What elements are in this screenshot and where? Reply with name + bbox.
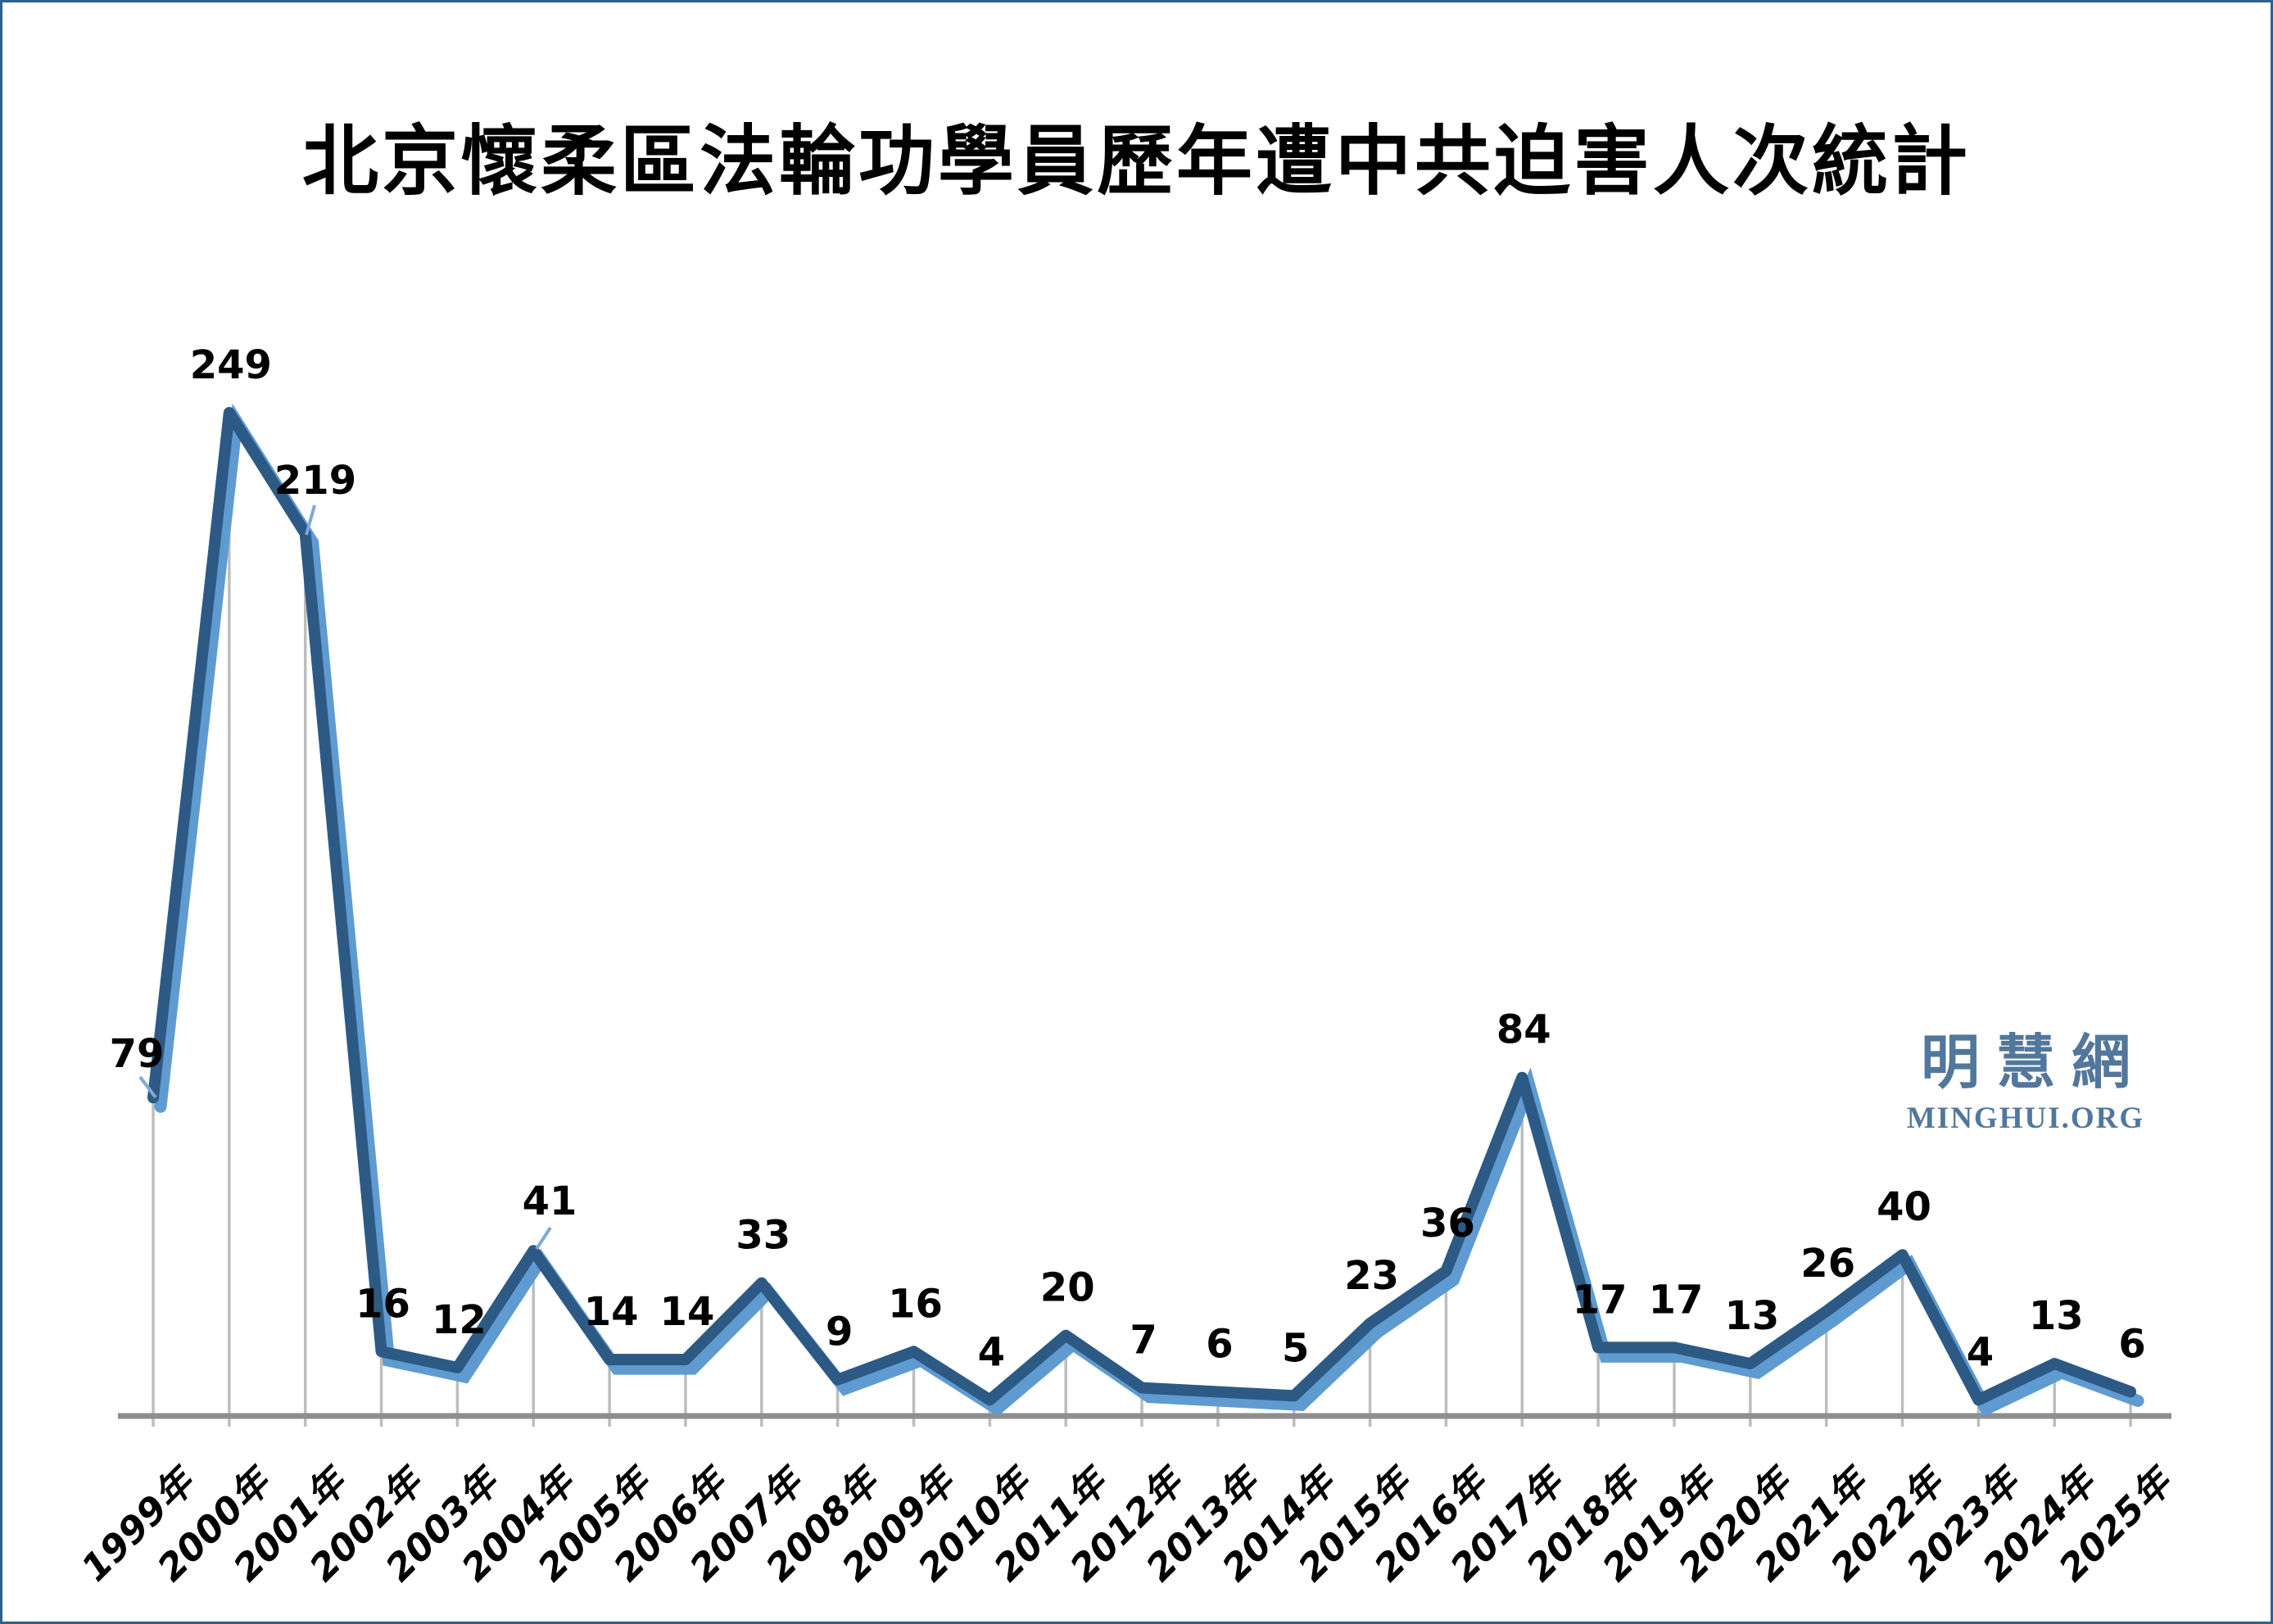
value-label: 17 [1573, 1277, 1628, 1323]
label-leader-line [138, 1075, 157, 1099]
value-label: 26 [1800, 1241, 1855, 1287]
minghui-logo-url: MINGHUI.ORG [1906, 1102, 2145, 1135]
value-label: 12 [432, 1297, 487, 1343]
series-line [147, 406, 2137, 1406]
value-label: 4 [978, 1329, 1005, 1375]
minghui-logo-chinese: 明慧網 [1920, 1028, 2147, 1097]
x-axis-labels: 1999年2000年2001年2002年2003年2004年2005年2006年… [73, 1458, 2182, 1590]
value-label: 36 [1420, 1201, 1475, 1246]
data-labels: 79 249 219 16 12 41 14 14 33 9 16 4 20 7 6 5 23 36 84 17 17 1… [110, 342, 2146, 1375]
value-label: 16 [355, 1281, 410, 1327]
value-label: 23 [1344, 1253, 1399, 1299]
value-label: 13 [1724, 1293, 1779, 1339]
label-leader-line [305, 504, 316, 536]
value-label: 6 [1206, 1321, 1233, 1367]
value-label: 6 [2118, 1321, 2145, 1367]
value-label: 79 [110, 1031, 165, 1077]
value-label: 41 [523, 1178, 577, 1224]
value-label: 13 [2029, 1293, 2084, 1339]
value-label: 9 [826, 1310, 853, 1355]
value-label: 40 [1877, 1184, 1931, 1230]
value-label: 14 [584, 1289, 639, 1335]
label-leader-line [535, 1226, 552, 1251]
value-label: 33 [736, 1213, 790, 1259]
value-label: 219 [274, 458, 356, 504]
value-label: 249 [190, 342, 272, 388]
value-label: 5 [1282, 1325, 1309, 1371]
chart-title: 北京懷柔區法輪功學員歷年遭中共迫害人次統計 [302, 117, 1971, 206]
minghui-watermark: 明慧網 MINGHUI.ORG [1878, 1033, 2173, 1133]
value-label: 17 [1649, 1277, 1704, 1323]
value-label: 14 [660, 1289, 715, 1335]
value-label: 20 [1040, 1265, 1095, 1311]
value-label: 4 [1967, 1329, 1994, 1375]
value-label: 16 [888, 1281, 943, 1327]
series-shadow-line [154, 403, 2144, 1418]
value-label: 7 [1130, 1318, 1157, 1364]
leader-lines [138, 504, 552, 1251]
value-label: 84 [1496, 1007, 1551, 1053]
